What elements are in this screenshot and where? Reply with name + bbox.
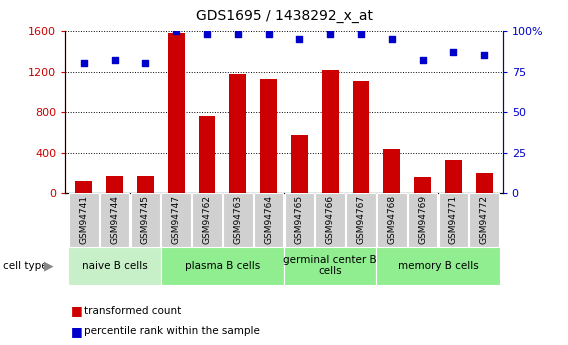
Bar — [199, 116, 215, 193]
Text: ■: ■ — [71, 325, 83, 338]
Point — [172, 28, 181, 34]
Point — [80, 61, 89, 66]
Bar — [260, 79, 277, 193]
Text: GSM94768: GSM94768 — [387, 195, 396, 245]
Text: GSM94771: GSM94771 — [449, 195, 458, 245]
Text: GSM94762: GSM94762 — [203, 195, 211, 245]
FancyBboxPatch shape — [68, 247, 161, 285]
Point — [449, 49, 458, 55]
Text: GSM94744: GSM94744 — [110, 196, 119, 244]
Text: GSM94764: GSM94764 — [264, 195, 273, 245]
Text: GSM94745: GSM94745 — [141, 195, 150, 245]
Bar — [76, 181, 92, 193]
Point — [295, 37, 304, 42]
Text: percentile rank within the sample: percentile rank within the sample — [84, 326, 260, 336]
Text: GSM94769: GSM94769 — [418, 195, 427, 245]
Point — [141, 61, 150, 66]
Bar — [321, 70, 339, 193]
FancyBboxPatch shape — [408, 193, 437, 247]
FancyBboxPatch shape — [377, 247, 500, 285]
FancyBboxPatch shape — [284, 247, 377, 285]
Point — [357, 31, 366, 37]
FancyBboxPatch shape — [131, 193, 160, 247]
Text: transformed count: transformed count — [84, 306, 181, 315]
FancyBboxPatch shape — [192, 193, 222, 247]
Text: ▶: ▶ — [44, 260, 54, 273]
Text: GSM94741: GSM94741 — [80, 195, 88, 245]
Text: plasma B cells: plasma B cells — [185, 261, 260, 270]
FancyBboxPatch shape — [254, 193, 283, 247]
FancyBboxPatch shape — [469, 193, 499, 247]
FancyBboxPatch shape — [377, 193, 407, 247]
FancyBboxPatch shape — [438, 193, 468, 247]
Text: ■: ■ — [71, 304, 83, 317]
Text: GSM94765: GSM94765 — [295, 195, 304, 245]
Point — [233, 31, 243, 37]
Text: GDS1695 / 1438292_x_at: GDS1695 / 1438292_x_at — [195, 9, 373, 23]
Point — [387, 37, 396, 42]
Text: naive B cells: naive B cells — [82, 261, 148, 270]
Point — [418, 58, 427, 63]
Point — [202, 31, 211, 37]
Point — [325, 31, 335, 37]
Point — [264, 31, 273, 37]
FancyBboxPatch shape — [100, 193, 130, 247]
FancyBboxPatch shape — [223, 193, 253, 247]
Bar — [476, 174, 492, 193]
FancyBboxPatch shape — [285, 193, 314, 247]
FancyBboxPatch shape — [161, 193, 191, 247]
Point — [110, 58, 119, 63]
Bar — [229, 74, 247, 193]
FancyBboxPatch shape — [346, 193, 376, 247]
Text: GSM94763: GSM94763 — [233, 195, 243, 245]
FancyBboxPatch shape — [161, 247, 284, 285]
FancyBboxPatch shape — [69, 193, 99, 247]
Text: GSM94747: GSM94747 — [172, 195, 181, 245]
Bar — [383, 149, 400, 193]
Bar — [291, 136, 308, 193]
Text: GSM94767: GSM94767 — [357, 195, 365, 245]
Text: germinal center B
cells: germinal center B cells — [283, 255, 377, 276]
FancyBboxPatch shape — [315, 193, 345, 247]
Bar — [414, 177, 431, 193]
Bar — [168, 33, 185, 193]
Text: memory B cells: memory B cells — [398, 261, 478, 270]
Text: cell type: cell type — [3, 262, 48, 271]
Bar — [445, 160, 462, 193]
Bar — [137, 176, 154, 193]
Point — [479, 52, 488, 58]
Text: GSM94772: GSM94772 — [480, 195, 488, 245]
Text: GSM94766: GSM94766 — [325, 195, 335, 245]
Bar — [353, 81, 369, 193]
Bar — [106, 177, 123, 193]
